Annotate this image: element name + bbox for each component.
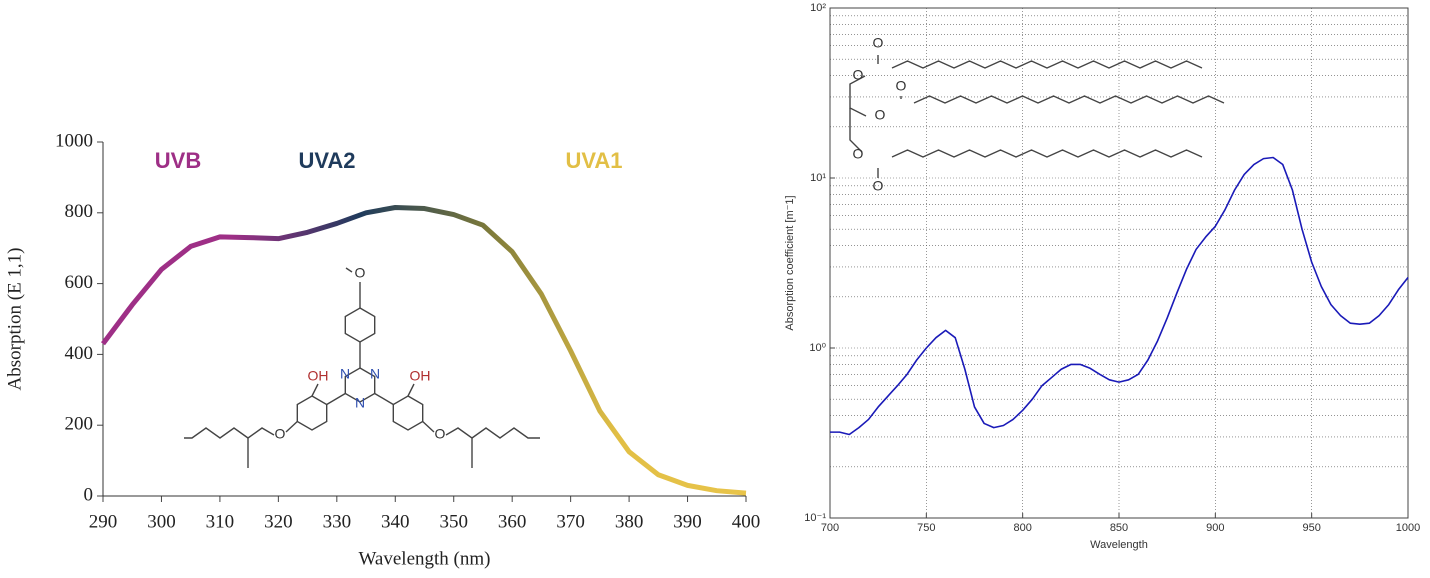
x-tick-label: 950 xyxy=(1302,522,1320,534)
x-tick-label: 320 xyxy=(264,511,293,532)
x-tick-label: 380 xyxy=(615,511,644,532)
triazine-structure xyxy=(184,267,540,468)
x-tick-label: 370 xyxy=(556,511,585,532)
x-tick-label: 340 xyxy=(381,511,410,532)
atom-label: OH xyxy=(308,368,329,384)
band-label: UVA2 xyxy=(298,148,355,173)
x-tick-label: 700 xyxy=(821,522,839,534)
x-tick-label: 900 xyxy=(1206,522,1224,534)
atom-label: N xyxy=(370,366,380,382)
y-axis-label: Absorption coefficient [m⁻1] xyxy=(784,195,796,330)
atom-label: O xyxy=(873,35,884,51)
atom-label: OH xyxy=(410,368,431,384)
x-tick-label: 360 xyxy=(498,511,527,532)
x-tick-label: 1000 xyxy=(1396,522,1420,534)
atom-label: O xyxy=(275,426,286,442)
triglyceride-structure xyxy=(849,55,1225,178)
atom-label: O xyxy=(873,178,884,194)
x-tick-label: 850 xyxy=(1110,522,1128,534)
x-tick-label: 300 xyxy=(147,511,176,532)
atom-label: O xyxy=(853,146,864,162)
y-tick-label: 10⁻¹ xyxy=(804,512,826,524)
data-line xyxy=(101,204,747,496)
x-tick-label: 330 xyxy=(323,511,352,532)
y-tick-label: 200 xyxy=(65,414,94,435)
atom-label: N xyxy=(355,395,365,411)
x-tick-label: 800 xyxy=(1013,522,1031,534)
x-tick-label: 400 xyxy=(732,511,761,532)
data-line xyxy=(830,156,1409,436)
x-tick-label: 310 xyxy=(206,511,235,532)
atom-label: O xyxy=(355,265,366,281)
x-tick-label: 390 xyxy=(673,511,702,532)
y-tick-label: 10¹ xyxy=(810,172,826,184)
y-tick-label: 10⁰ xyxy=(809,342,826,354)
y-tick-label: 400 xyxy=(65,343,94,364)
x-axis-label: Wavelength (nm) xyxy=(359,548,491,569)
x-tick-label: 350 xyxy=(439,511,468,532)
atom-label: O xyxy=(875,107,886,123)
x-tick-label: 290 xyxy=(89,511,118,532)
band-label: UVA1 xyxy=(565,148,622,173)
y-tick-label: 800 xyxy=(65,201,94,222)
y-tick-label: 10² xyxy=(810,2,826,14)
y-tick-label: 600 xyxy=(65,272,94,293)
atom-label: N xyxy=(340,366,350,382)
plot-frame xyxy=(829,7,1409,519)
x-axis-label: Wavelength xyxy=(1090,539,1148,551)
atom-label: O xyxy=(896,78,907,94)
band-label: UVB xyxy=(155,148,201,173)
atom-label: O xyxy=(435,426,446,442)
x-tick-label: 750 xyxy=(917,522,935,534)
y-axis-label: Absorption (E 1,1) xyxy=(4,247,25,390)
y-tick-label: 0 xyxy=(84,484,94,505)
y-tick-label: 1000 xyxy=(55,130,93,151)
atom-label: O xyxy=(853,67,864,83)
